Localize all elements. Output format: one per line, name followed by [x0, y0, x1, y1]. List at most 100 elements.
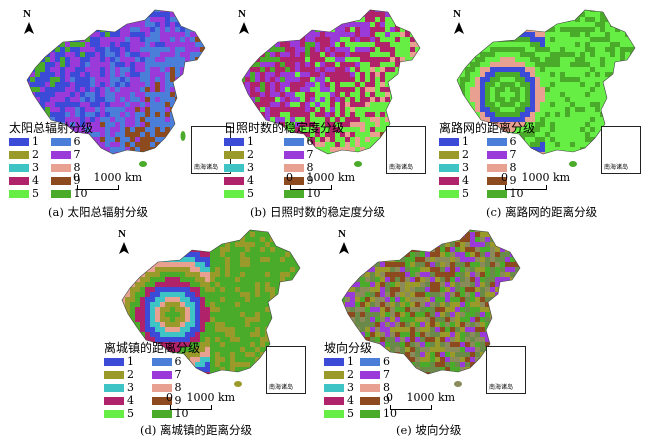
scale-bar: 0 1000 km	[501, 171, 570, 190]
legend-swatch	[324, 383, 344, 392]
legend-item-3: 3	[224, 161, 278, 174]
legend-swatch	[9, 163, 29, 172]
legend-title: 太阳总辐射分级	[9, 121, 94, 135]
legend-label: 4	[247, 174, 254, 187]
map-panel-c: N 离路网的距离分级 1 6 2 7 3 8 4 9 5 10 南海诸岛 0 1000 km	[435, 2, 645, 202]
hainan-island	[454, 381, 462, 387]
legend-swatch	[324, 370, 344, 379]
north-arrow: N	[118, 228, 126, 240]
legend-label: 9	[174, 394, 182, 407]
legend-label: 5	[462, 187, 469, 200]
legend-swatch	[151, 383, 172, 392]
north-arrow: N	[238, 8, 246, 20]
inset-label: 南海诸岛	[269, 384, 294, 391]
legend-item-10: 10	[486, 187, 536, 200]
legend-item-3: 3	[324, 381, 354, 394]
south-china-sea-inset: 南海诸岛	[601, 126, 641, 174]
legend-swatch	[360, 409, 380, 418]
scale-label: 1000 km	[406, 391, 456, 404]
map-a	[24, 9, 206, 167]
legend-label: 7	[383, 368, 390, 381]
legend-swatch	[151, 396, 172, 405]
legend-label: 6	[174, 355, 182, 368]
scale-zero: 0	[73, 171, 80, 184]
legend-label: 8	[174, 381, 182, 394]
legend-swatch	[224, 189, 244, 198]
legend-item-7: 7	[486, 148, 536, 161]
legend-label: 9	[509, 174, 517, 187]
legend-label: 1	[127, 355, 134, 368]
caption-e: (e) 坡向分级	[396, 423, 462, 437]
legend-item-5: 5	[104, 407, 146, 420]
map-panel-b: N 日照时数的稳定度分级 1 6 2 7 3 8 4 9 5 10 南海诸岛 0 1000 km	[220, 2, 430, 202]
legend-grid: 1 6 2 7 3 8 4 9 5 10	[224, 135, 344, 200]
legend-label: 7	[174, 368, 182, 381]
legend-grid: 1 6 2 7 3 8 4 9 5 10	[104, 355, 200, 420]
hainan-island	[354, 161, 362, 167]
legend-item-6: 6	[50, 135, 94, 148]
legend-label: 5	[347, 407, 354, 420]
legend-swatch	[224, 163, 244, 172]
map-d	[119, 229, 301, 387]
legend-swatch	[50, 176, 71, 185]
legend-label: 1	[247, 135, 254, 148]
legend-swatch	[104, 383, 124, 392]
legend-item-5: 5	[439, 187, 481, 200]
legend-swatch	[283, 137, 304, 146]
caption-a: (a) 太阳总辐射分级	[48, 205, 148, 219]
legend-swatch	[104, 357, 124, 366]
legend-item-3: 3	[104, 381, 146, 394]
hainan-island	[139, 161, 147, 167]
legend-swatch	[360, 396, 380, 405]
legend-label: 8	[383, 381, 390, 394]
scale-zero: 0	[286, 171, 293, 184]
legend-item-4: 4	[9, 174, 45, 187]
legend-item-1: 1	[104, 355, 146, 368]
legend-label: 2	[347, 368, 354, 381]
legend-grid: 1 6 2 7 3 8 4 9 5 10	[439, 135, 535, 200]
north-arrow-icon	[24, 22, 34, 34]
legend-label: 10	[509, 187, 524, 200]
legend-label: 7	[509, 148, 517, 161]
legend-item-6: 6	[486, 135, 536, 148]
legend-label: 4	[347, 394, 354, 407]
legend-label: 10	[306, 187, 321, 200]
legend-swatch	[9, 150, 29, 159]
legend-item-9: 9	[360, 394, 397, 407]
legend-swatch	[151, 409, 172, 418]
legend-label: 6	[73, 135, 81, 148]
legend-swatch	[224, 176, 244, 185]
legend-item-6: 6	[360, 355, 397, 368]
legend-item-7: 7	[151, 368, 201, 381]
legend-swatch	[486, 176, 507, 185]
legend-swatch	[439, 163, 459, 172]
north-arrow-icon	[239, 22, 249, 34]
legend-item-9: 9	[151, 394, 201, 407]
scale-bar: 0 1000 km	[386, 391, 456, 410]
legend-item-8: 8	[151, 381, 201, 394]
caption-c: (c) 离路网的距离分级	[486, 205, 598, 219]
north-arrow-icon	[119, 242, 129, 254]
legend-label: 1	[462, 135, 469, 148]
map-panel-d: N 离城镇的距离分级 1 6 2 7 3 8 4 9 5 10 南海诸岛 0 1000 km	[100, 222, 310, 422]
north-arrow: N	[338, 228, 346, 240]
legend-swatch	[439, 137, 459, 146]
legend-grid: 1 6 2 7 3 8 4 9 5 10	[9, 135, 93, 200]
legend-swatch	[50, 163, 71, 172]
scale-zero: 0	[166, 391, 173, 404]
legend-swatch	[9, 189, 29, 198]
south-china-sea-inset: 南海诸岛	[486, 346, 526, 394]
legend-item-4: 4	[224, 174, 278, 187]
legend-label: 4	[32, 174, 39, 187]
legend-title: 离路网的距离分级	[439, 121, 536, 135]
legend-label: 10	[73, 187, 88, 200]
scale-label: 1000 km	[186, 391, 236, 404]
legend-d: 离城镇的距离分级 1 6 2 7 3 8 4 9 5 10	[104, 342, 200, 420]
legend-swatch	[9, 137, 29, 146]
country-border	[26, 9, 206, 155]
legend-item-6: 6	[283, 135, 345, 148]
legend-label: 2	[32, 148, 39, 161]
legend-item-1: 1	[9, 135, 45, 148]
legend-swatch	[104, 396, 124, 405]
legend-item-10: 10	[151, 407, 201, 420]
